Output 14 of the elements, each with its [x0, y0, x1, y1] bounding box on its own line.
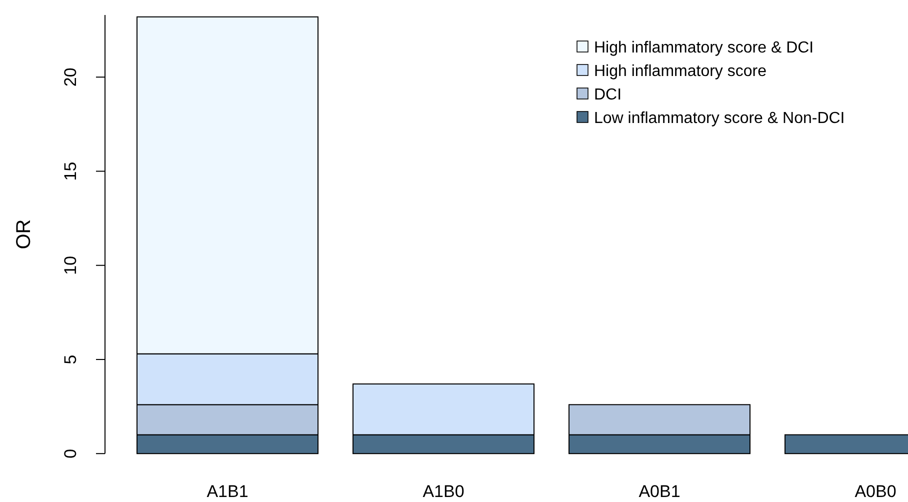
x-tick-label: A1B0: [422, 482, 464, 501]
y-axis-title: OR: [13, 219, 35, 250]
x-tick-label: A1B1: [206, 482, 248, 501]
y-tick-label: 15: [61, 162, 80, 181]
x-tick-label: A0B0: [854, 482, 896, 501]
y-tick-label: 20: [61, 68, 80, 87]
legend-label: High inflammatory score: [594, 63, 767, 80]
x-tick-label: A0B1: [638, 482, 680, 501]
y-tick-label: 0: [61, 448, 80, 458]
legend-label: DCI: [594, 86, 622, 104]
y-tick-label: 10: [61, 256, 80, 275]
legend-label: High inflammatory score & DCI: [594, 40, 814, 56]
legend-label: Low inflammatory score & Non-DCI: [594, 110, 845, 127]
y-tick-label: 5: [61, 354, 80, 364]
